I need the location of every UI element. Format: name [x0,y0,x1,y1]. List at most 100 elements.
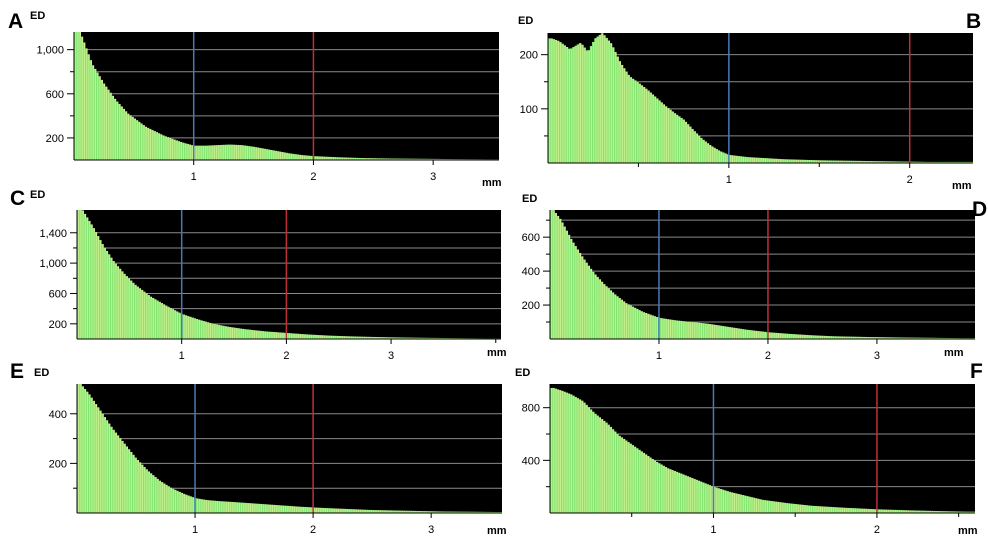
histogram-bar [160,482,164,513]
histogram-bar [371,336,374,339]
histogram-bar [895,161,899,163]
histogram-bar [554,39,558,163]
histogram-bar [422,511,426,513]
histogram-bar [154,476,157,513]
histogram-bar [968,161,972,163]
histogram-bar [96,72,99,160]
y-axis-label-f: ED [515,367,530,379]
histogram-bar [596,415,599,513]
histogram-bar [308,507,311,513]
histogram-bar [366,158,370,160]
panel-letter-a: A [8,10,23,33]
histogram-bar [926,510,930,513]
histogram-bar [347,336,350,339]
histogram-bar [915,161,919,163]
histogram-bar [135,120,139,160]
histogram-bar [686,321,690,339]
histogram-bar [750,330,753,339]
histogram-bar [629,305,632,339]
histogram-bar [752,497,756,513]
histogram-bar [860,508,864,513]
histogram-bar [290,333,293,339]
histogram-bar [763,331,767,339]
histogram-bar [278,151,282,160]
histogram-bar [143,466,146,513]
histogram-bar [816,506,820,513]
histogram-bar [166,137,170,160]
histogram-bar [640,311,643,339]
histogram-bar [638,310,641,339]
histogram-bar [455,511,459,513]
histogram-bar [404,158,407,160]
histogram-bar [818,506,822,513]
histogram-bar [424,511,428,513]
histogram-bar [712,324,716,339]
histogram-bar [695,479,698,513]
histogram-bar [376,510,380,513]
histogram-bar [484,511,487,513]
histogram-bar [430,158,434,160]
histogram-bar [911,161,914,163]
histogram-bar [944,337,947,339]
histogram-bar [173,489,177,513]
histogram-bar [666,319,670,339]
chart-panel-e: E ED mm 200 400 1 2 3 [10,360,507,537]
histogram-bar [930,510,934,513]
histogram-bar [250,146,253,160]
histogram-bar [261,331,265,339]
histogram-bar [889,509,892,513]
histogram-bar [728,154,732,163]
histogram-bar [120,271,124,339]
histogram-bar [935,337,938,339]
histogram-bar [677,320,681,339]
histogram-bar [331,157,335,160]
histogram-bar [653,316,657,339]
histogram-bar [734,493,738,513]
histogram-bar [353,157,357,160]
histogram-bar [827,506,831,513]
histogram-bar [939,511,943,513]
histogram-bar [477,511,481,513]
plot-area-f: 400 800 1 2 [522,384,976,536]
histogram-bar [226,501,230,513]
histogram-bar [779,502,782,513]
histogram-bar [607,288,610,339]
histogram-bar [272,332,276,339]
histogram-bar [653,96,657,163]
histogram-bar [840,160,844,163]
x-tick-label: 2 [283,350,289,362]
histogram-bar [314,507,318,513]
histogram-bar [756,331,760,339]
histogram-bar [281,505,285,513]
histogram-bar [946,161,950,163]
histogram-bar [600,419,604,513]
histogram-bar [832,160,835,163]
histogram-bar [878,509,881,513]
histogram-bar [849,160,853,163]
histogram-bar [673,470,676,513]
histogram-bar [763,158,767,163]
histogram-bar [145,469,148,513]
histogram-bar [952,511,956,513]
histogram-bar [264,504,267,513]
histogram-bar [620,64,624,163]
histogram-bar [851,160,855,163]
histogram-bar [614,51,617,163]
histogram-bar [427,511,430,513]
histogram-bar [126,113,130,160]
histogram-bar [847,507,850,513]
histogram-bar [576,249,579,339]
histogram-bar [862,336,866,339]
histogram-bar [340,336,344,339]
histogram-bar [895,337,899,339]
histogram-bar [325,156,328,160]
histogram-bar [310,507,313,513]
histogram-bar [320,335,324,339]
histogram-bar [272,504,276,513]
histogram-bar [377,337,381,339]
histogram-bar [252,146,255,160]
histogram-bar [338,157,341,160]
histogram-bar [334,335,337,339]
histogram-bar [230,144,233,160]
chart-panel-a: A ED mm 200 600 1,000 1 2 3 [8,10,502,189]
